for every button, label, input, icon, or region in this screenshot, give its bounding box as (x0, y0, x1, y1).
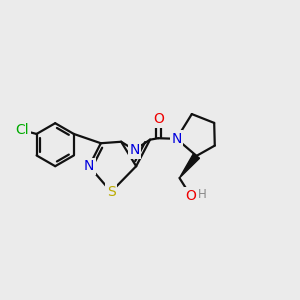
Text: N: N (129, 143, 140, 157)
Text: O: O (153, 112, 164, 126)
Text: S: S (107, 185, 116, 199)
Text: N: N (84, 159, 94, 173)
Text: Cl: Cl (16, 122, 29, 136)
Text: H: H (197, 188, 206, 201)
Text: O: O (185, 189, 196, 202)
Polygon shape (179, 154, 200, 178)
Text: N: N (171, 132, 182, 146)
